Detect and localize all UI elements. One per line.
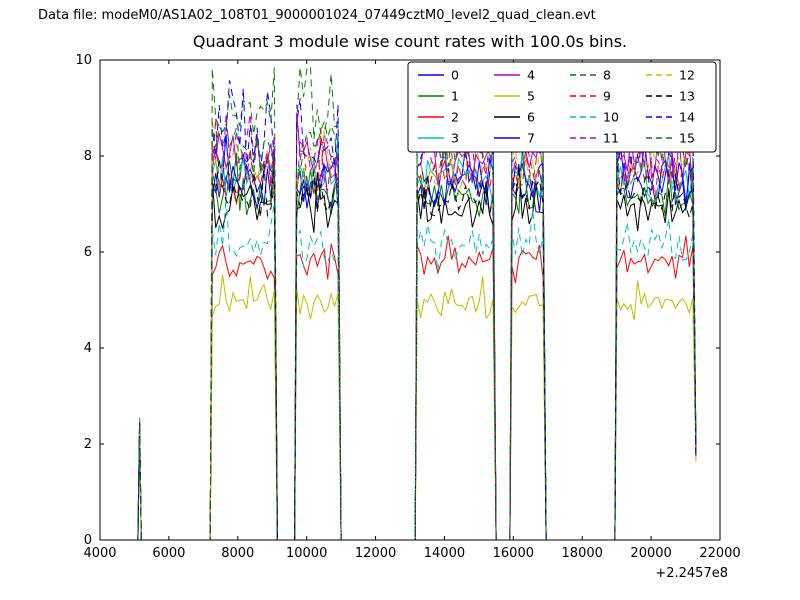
x-tick-label: 14000: [424, 546, 465, 561]
x-tick-label: 8000: [221, 546, 254, 561]
series-lines: [136, 66, 697, 540]
axes-box: [99, 59, 721, 541]
chart-title: Quadrant 3 module wise count rates with …: [192, 32, 628, 51]
legend-label-7: 7: [527, 131, 535, 146]
legend-label-0: 0: [451, 68, 459, 83]
legend-label-9: 9: [603, 89, 611, 104]
legend-label-14: 14: [679, 110, 695, 125]
series-line-15: [136, 89, 697, 540]
x-tick-label: 12000: [355, 546, 396, 561]
series-line-12: [136, 119, 697, 540]
series-line-13: [136, 157, 697, 540]
series-line-10: [136, 196, 697, 540]
series-line-7: [136, 134, 697, 540]
x-tick-label: 20000: [630, 546, 671, 561]
legend-label-6: 6: [527, 110, 535, 125]
legend-label-15: 15: [679, 131, 695, 146]
data-file-label: Data file: modeM0/AS1A02_108T01_90000010…: [38, 8, 596, 23]
y-tick-label: 0: [84, 533, 92, 548]
legend-label-12: 12: [679, 68, 695, 83]
x-tick-label: 18000: [562, 546, 603, 561]
legend-box: [407, 61, 717, 153]
x-tick-label: 4000: [83, 546, 116, 561]
x-tick-label: 6000: [152, 546, 185, 561]
legend-label-1: 1: [451, 89, 459, 104]
legend-label-8: 8: [603, 68, 611, 83]
x-axis-offset-label: +2.2457e8: [655, 566, 728, 581]
series-line-11: [136, 104, 697, 540]
x-tick-label: 10000: [286, 546, 327, 561]
legend-label-11: 11: [603, 131, 619, 146]
y-tick-label: 2: [84, 437, 92, 452]
y-tick-label: 8: [84, 149, 92, 164]
series-line-5: [136, 274, 697, 540]
legend-label-13: 13: [679, 89, 695, 104]
y-tick-label: 10: [75, 53, 92, 68]
legend-label-2: 2: [451, 110, 459, 125]
legend-label-4: 4: [527, 68, 535, 83]
legend-label-3: 3: [451, 131, 459, 146]
y-tick-label: 6: [84, 245, 92, 260]
legend-label-5: 5: [527, 89, 535, 104]
x-tick-label: 22000: [699, 546, 740, 561]
series-line-2: [136, 235, 697, 540]
x-tick-label: 16000: [493, 546, 534, 561]
legend-label-10: 10: [603, 110, 619, 125]
y-tick-label: 4: [84, 341, 92, 356]
